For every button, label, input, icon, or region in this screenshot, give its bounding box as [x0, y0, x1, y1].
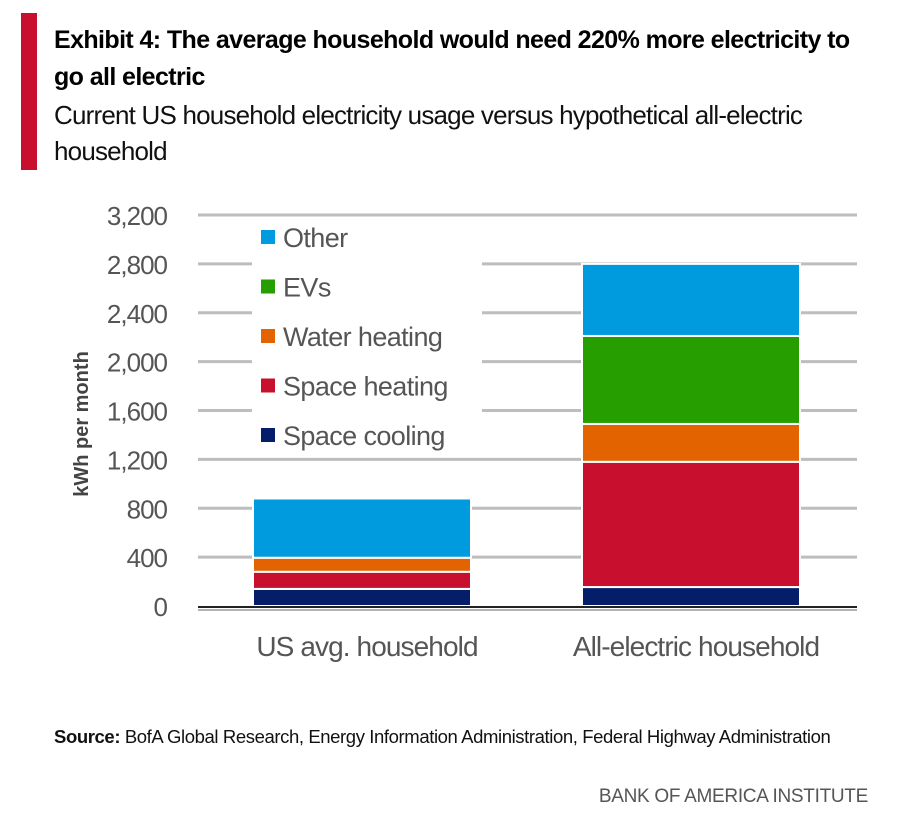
bar-segment-space-cooling	[581, 586, 801, 607]
y-tick-label: 3,200	[107, 201, 168, 231]
legend-swatch	[261, 279, 275, 294]
y-tick-label: 800	[127, 494, 168, 524]
source-note: Source: BofA Global Research, Energy Inf…	[54, 722, 874, 752]
source-text: BofA Global Research, Energy Information…	[120, 726, 831, 747]
x-tick-label: All-electric household	[573, 631, 819, 662]
brand-label: BANK OF AMERICA INSTITUTE	[598, 786, 868, 807]
y-tick-label: 400	[127, 543, 168, 573]
y-tick-label: 0	[154, 592, 168, 622]
legend-swatch	[261, 329, 275, 343]
legend-label: EVs	[283, 273, 331, 303]
bar-segment-evs	[581, 334, 801, 425]
legend: Other EVs Water heating Space heating Space …	[252, 222, 482, 451]
source-label: Source:	[54, 726, 121, 747]
legend-label: Water heating	[283, 322, 442, 352]
y-tick-label: 2,000	[107, 348, 168, 378]
legend-swatch	[261, 428, 275, 442]
bar-segment-water-heating	[252, 556, 472, 573]
x-tick-label: US avg. household	[256, 631, 477, 662]
x-axis-labels: US avg. household All-electric household	[256, 631, 820, 662]
bar-segment-space-heating	[252, 570, 472, 590]
chart-subtitle: Current US household electricity usage v…	[54, 100, 803, 166]
legend-swatch	[261, 378, 275, 393]
legend-label: Space cooling	[283, 421, 445, 451]
y-tick-label: 2,800	[107, 250, 168, 280]
legend-label: Space heating	[283, 372, 448, 402]
accent-bar	[21, 13, 37, 170]
bar-segment-water-heating	[581, 422, 801, 463]
y-tick-label: 1,200	[107, 445, 168, 475]
stacked-bar-chart: 0 400 800 1,200 1,600 2,000 2,400 2,800 3,200 Ot…	[71, 201, 857, 662]
chart-title: Exhibit 4: The average household would n…	[54, 26, 850, 91]
legend-swatch	[261, 230, 275, 244]
y-axis-ticks: 0 400 800 1,200 1,600 2,000 2,400 2,800 3,200	[107, 201, 169, 622]
y-axis-label: kWh per month	[71, 351, 93, 497]
bar-segment-other	[581, 262, 801, 337]
bars	[198, 262, 857, 611]
legend-background	[252, 222, 482, 450]
bar-segment-space-cooling	[252, 587, 472, 607]
bar-segment-space-heating	[581, 460, 801, 589]
y-tick-label: 2,400	[107, 299, 168, 329]
legend-label: Other	[283, 223, 348, 253]
bar-segment-other	[252, 497, 472, 559]
y-tick-label: 1,600	[107, 397, 168, 427]
